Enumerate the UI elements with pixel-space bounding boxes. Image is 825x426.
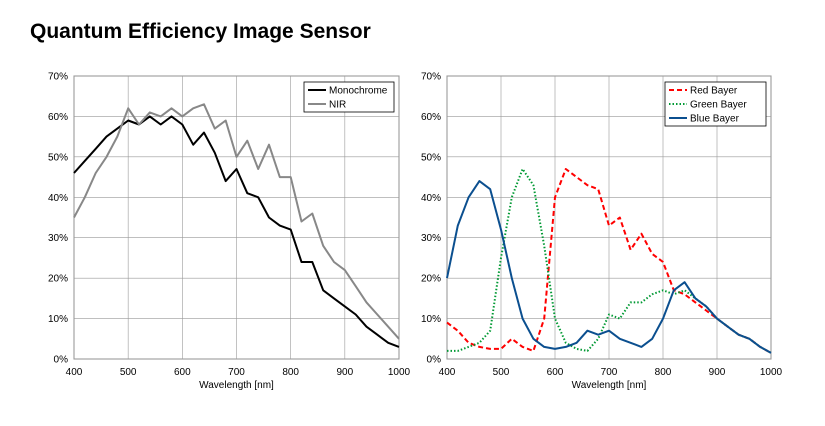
x-tick-label: 500	[120, 367, 137, 378]
y-tick-label: 0%	[427, 355, 442, 366]
y-tick-label: 0%	[54, 355, 69, 366]
legend-label: Red Bayer	[690, 86, 738, 97]
data-line	[73, 103, 400, 340]
y-tick-label: 30%	[421, 233, 441, 244]
y-tick-label: 40%	[421, 193, 441, 204]
x-tick-label: 1000	[388, 367, 411, 378]
y-tick-label: 20%	[48, 274, 68, 285]
y-tick-label: 40%	[48, 193, 68, 204]
x-tick-label: 400	[439, 367, 456, 378]
legend-label: Monochrome	[329, 86, 388, 97]
x-tick-label: 400	[66, 367, 83, 378]
x-tick-label: 900	[336, 367, 353, 378]
y-tick-label: 20%	[421, 274, 441, 285]
x-axis-label: Wavelength [nm]	[572, 380, 647, 391]
x-tick-label: 1000	[760, 367, 783, 378]
x-tick-label: 700	[228, 367, 245, 378]
legend-label: Green Bayer	[690, 100, 747, 111]
y-tick-label: 10%	[48, 314, 68, 325]
x-tick-label: 600	[174, 367, 191, 378]
y-tick-label: 50%	[48, 152, 68, 163]
y-tick-label: 70%	[48, 72, 68, 83]
x-tick-label: 800	[655, 367, 672, 378]
y-tick-label: 50%	[421, 152, 441, 163]
x-axis-label: Wavelength [nm]	[199, 380, 274, 391]
y-tick-label: 30%	[48, 233, 68, 244]
y-tick-label: 60%	[48, 112, 68, 123]
x-tick-label: 500	[493, 367, 510, 378]
legend-label: NIR	[329, 100, 346, 111]
y-tick-label: 70%	[421, 72, 441, 83]
data-line	[446, 180, 772, 354]
x-tick-label: 900	[709, 367, 726, 378]
x-tick-label: 800	[282, 367, 299, 378]
legend-box	[303, 81, 395, 113]
y-tick-label: 60%	[421, 112, 441, 123]
x-tick-label: 700	[601, 367, 618, 378]
page-title: Quantum Efficiency Image Sensor	[30, 20, 371, 43]
legend-label: Blue Bayer	[690, 114, 740, 125]
y-tick-label: 10%	[421, 314, 441, 325]
data-line	[73, 115, 400, 348]
x-tick-label: 600	[547, 367, 564, 378]
